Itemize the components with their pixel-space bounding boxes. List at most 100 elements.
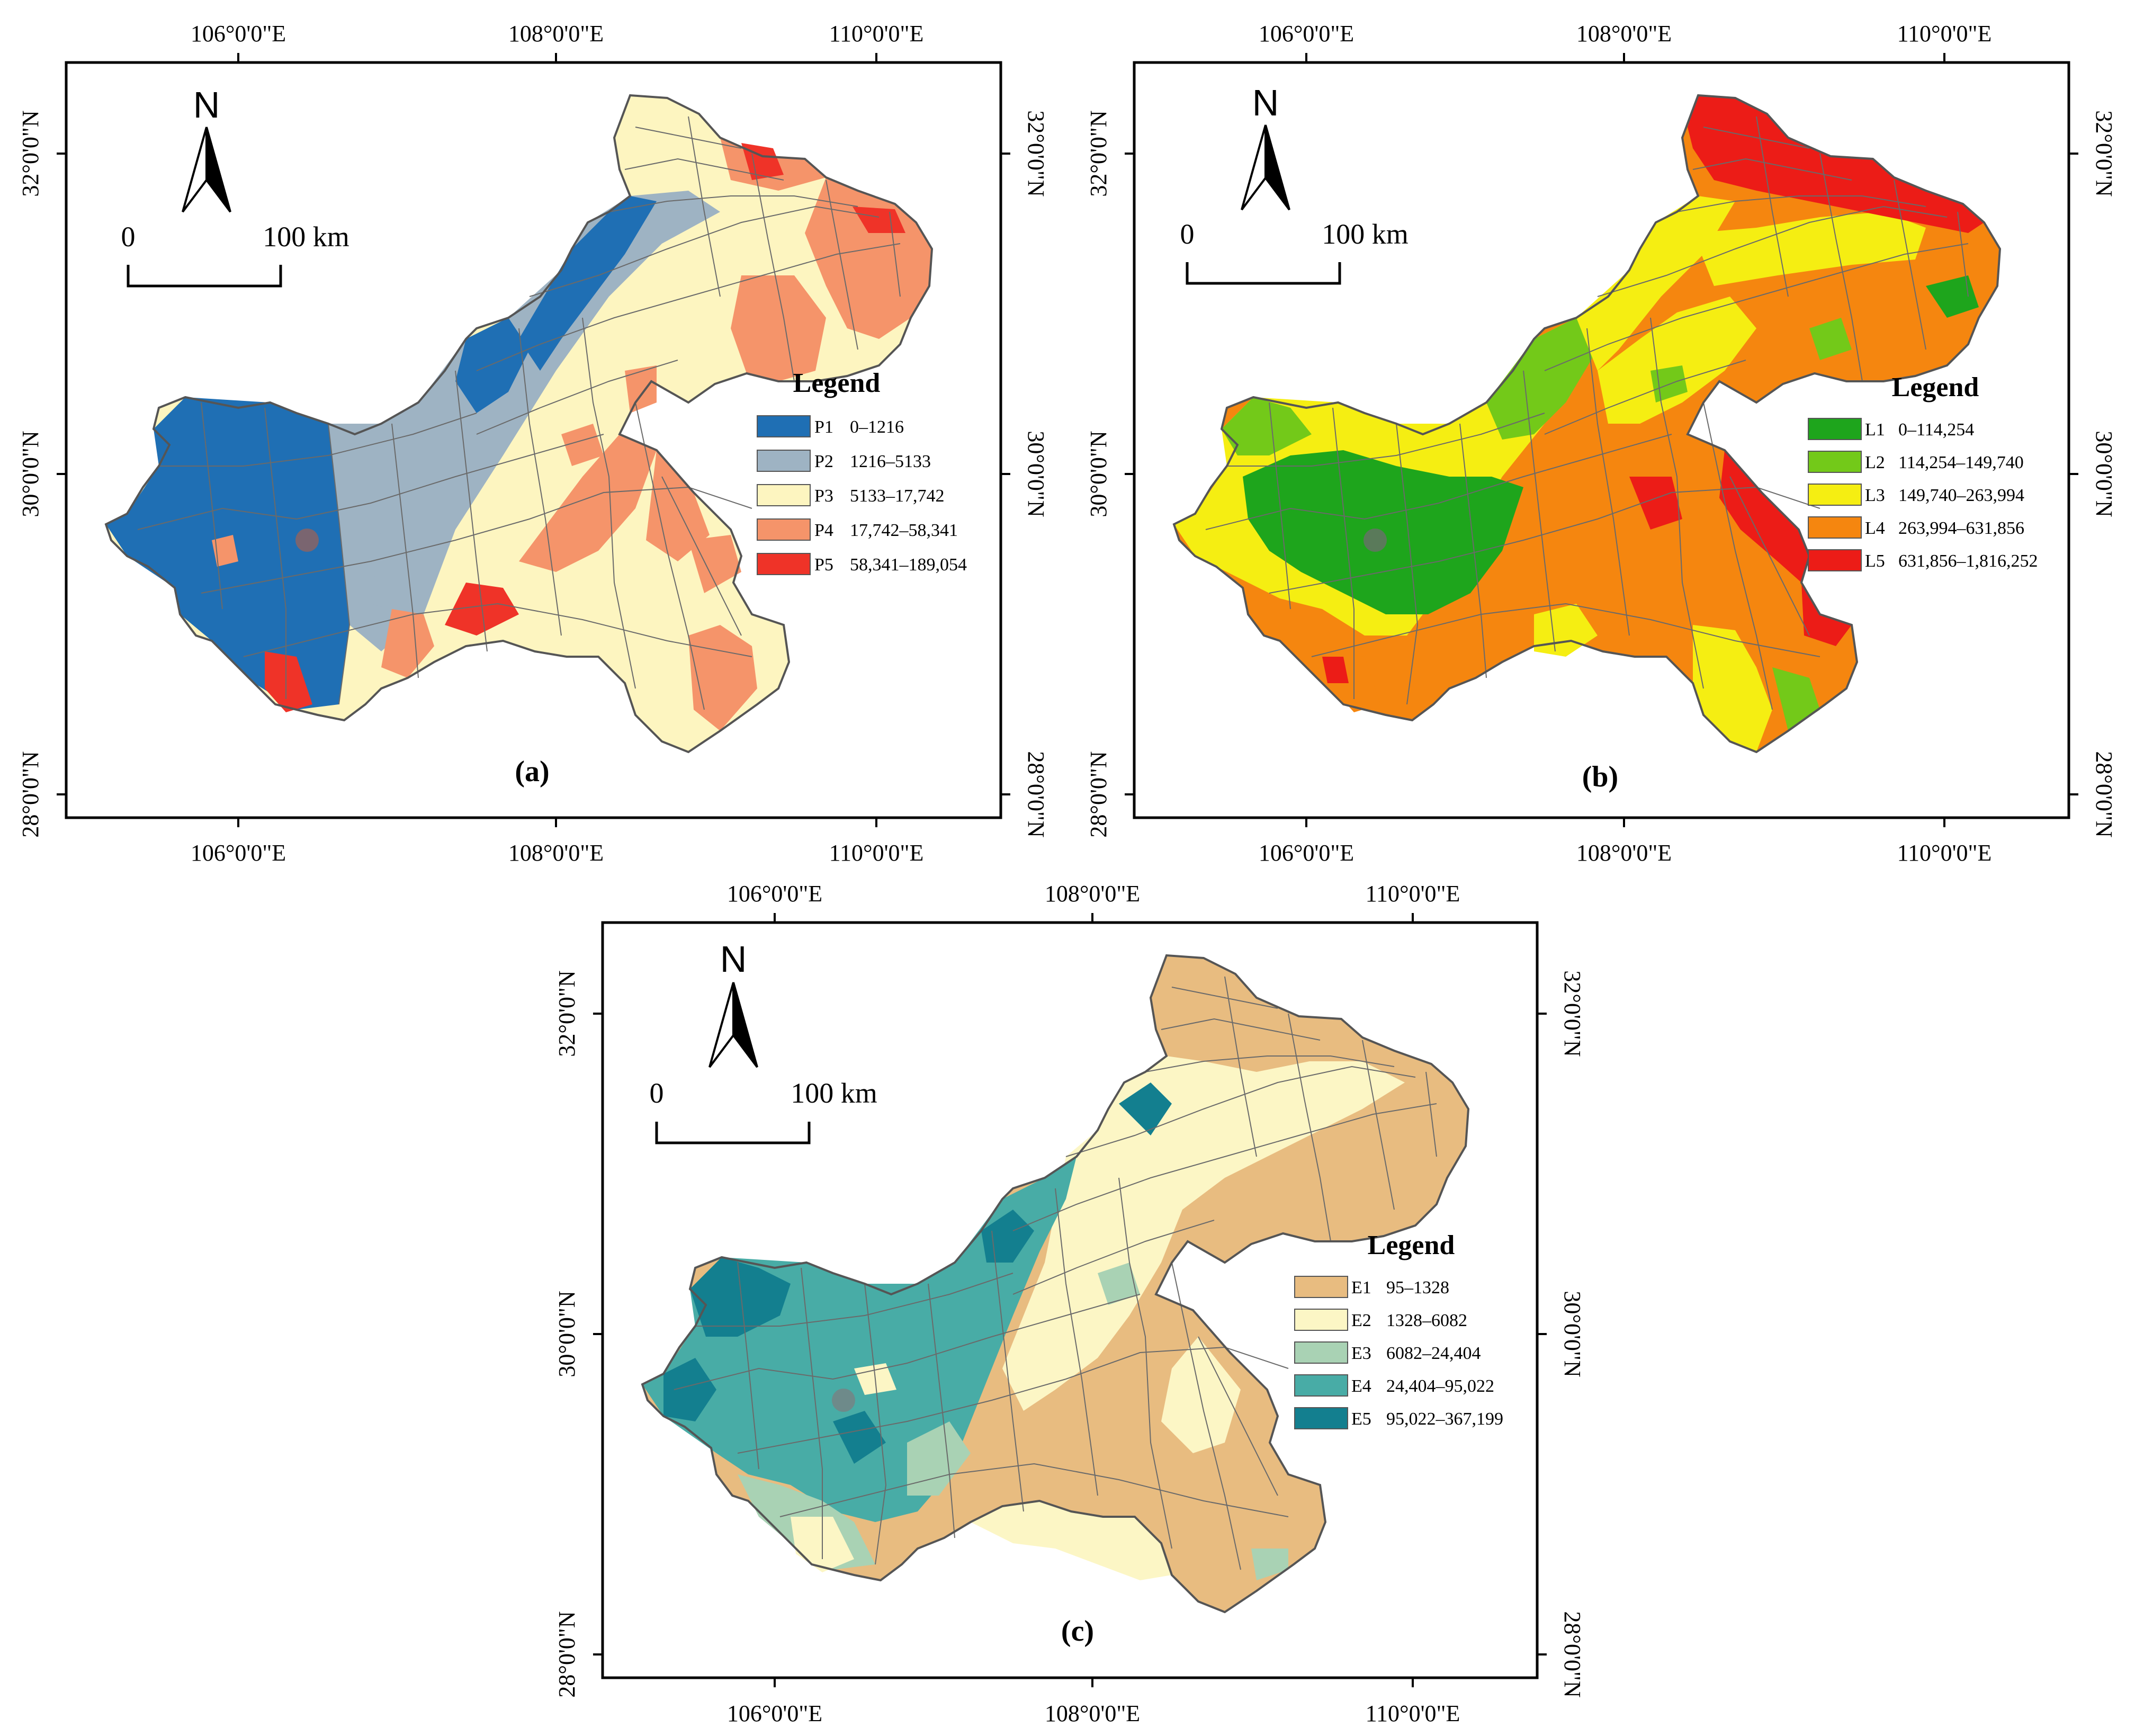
panel-c-bottom-lon-label: 110°0'0"E [1366, 1701, 1460, 1726]
panel-a-bottom-lon-label: 110°0'0"E [829, 840, 924, 866]
panel-b-left-lat-label: 30°0'0"N [1086, 431, 1111, 517]
panel-b-scale-start: 0 [1180, 218, 1195, 250]
panel-a-right-lat-label: 32°0'0"N [1023, 110, 1049, 196]
panel-c-legend-item: E2 1328–6082 [1294, 1309, 1467, 1331]
panel-b-legend-item: L1 0–114,254 [1808, 418, 1974, 440]
panel-a-top-lon-label: 110°0'0"E [829, 21, 924, 47]
legend-code: L4 [1865, 518, 1885, 538]
legend-range: 631,856–1,816,252 [1898, 551, 2038, 571]
panel-c-north-label: N [720, 938, 747, 980]
panel-a-legend: Legend P1 0–1216 P2 1216–5133 P3 5133–17… [757, 368, 967, 575]
legend-range: 5133–17,742 [850, 486, 945, 506]
panel-c-bottom-lon-label: 108°0'0"E [1045, 1701, 1140, 1726]
legend-range: 1328–6082 [1386, 1311, 1467, 1330]
panel-b-legend-item: L4 263,994–631,856 [1808, 516, 2024, 539]
panel-b-legend-item: L5 631,856–1,816,252 [1808, 549, 2038, 571]
panel-b-right-lat-label: 32°0'0"N [2091, 110, 2117, 196]
panel-b-bottom-lon-label: 110°0'0"E [1897, 840, 1992, 866]
legend-range: 114,254–149,740 [1898, 453, 2024, 472]
legend-code: L2 [1865, 453, 1885, 472]
legend-range: 95,022–367,199 [1386, 1409, 1503, 1429]
legend-code: P5 [814, 555, 833, 575]
panel-b-left-lat-label: 32°0'0"N [1086, 110, 1111, 196]
legend-code: L1 [1865, 420, 1885, 440]
panel-c-top-lon-label: 106°0'0"E [727, 881, 822, 907]
legend-range: 0–1216 [850, 417, 904, 437]
legend-code: E3 [1351, 1344, 1371, 1363]
legend-code: P2 [814, 452, 833, 471]
panel-a-right-lat-label: 30°0'0"N [1023, 431, 1049, 517]
legend-code: E5 [1351, 1409, 1371, 1429]
panel-a-legend-item: P3 5133–17,742 [757, 484, 945, 506]
panel-a-scale-end: 100 km [263, 221, 349, 253]
panel-b-bottom-lon-label: 106°0'0"E [1259, 840, 1354, 866]
panel-a-legend-item: P2 1216–5133 [757, 450, 931, 472]
panel-c-legend: Legend E1 95–1328 E2 1328–6082 E3 6082–2… [1294, 1230, 1503, 1429]
legend-code: E1 [1351, 1278, 1371, 1297]
legend-range: 1216–5133 [850, 452, 931, 471]
panel-a-north-arrow-icon: N [182, 84, 231, 213]
panel-b-top-lon-label: 108°0'0"E [1576, 21, 1672, 47]
panel-a-top-lon-label: 106°0'0"E [191, 21, 286, 47]
panel-a-legend-title: Legend [793, 368, 881, 398]
panel-a-choropleth [105, 94, 933, 753]
panel-b-top-lon-label: 106°0'0"E [1259, 21, 1354, 47]
panel-a-left-lat-label: 28°0'0"N [17, 751, 43, 837]
panel-c-choropleth [641, 954, 1469, 1613]
panel-b-bottom-lon-label: 108°0'0"E [1576, 840, 1672, 866]
legend-range: 0–114,254 [1898, 420, 1974, 440]
panel-c-scale-end: 100 km [791, 1077, 877, 1109]
legend-code: P4 [814, 521, 833, 540]
panel-c-scale-start: 0 [650, 1077, 664, 1109]
panel-c-legend-item: E3 6082–24,404 [1294, 1341, 1481, 1364]
panel-c-right-lat-label: 30°0'0"N [1559, 1291, 1585, 1377]
panel-c-legend-title: Legend [1368, 1230, 1455, 1260]
legend-range: 58,341–189,054 [850, 555, 967, 575]
panel-c-left-lat-label: 28°0'0"N [554, 1611, 580, 1697]
panel-b-choropleth [1173, 94, 2001, 753]
panel-b-legend-item: L3 149,740–263,994 [1808, 484, 2024, 506]
panel-b-frame [1133, 61, 2070, 819]
panel-c-right-lat-label: 32°0'0"N [1559, 970, 1585, 1057]
legend-range: 95–1328 [1386, 1278, 1449, 1297]
panel-c-legend-item: E4 24,404–95,022 [1294, 1374, 1494, 1397]
panel-b-scale-end: 100 km [1322, 218, 1409, 250]
panel-c-legend-item: E1 95–1328 [1294, 1276, 1449, 1298]
panel-c-frame [601, 921, 1539, 1679]
panel-b-legend-item: L2 114,254–149,740 [1808, 451, 2024, 473]
panel-b-north-label: N [1252, 82, 1279, 123]
panel-b-left-lat-label: 28°0'0"N [1086, 751, 1111, 837]
panel-b-legend-title: Legend [1892, 372, 1979, 402]
panel-b-label: (b) [1582, 760, 1618, 793]
panel-a-right-lat-label: 28°0'0"N [1023, 751, 1049, 837]
legend-range: 149,740–263,994 [1898, 486, 2024, 505]
legend-code: L3 [1865, 486, 1885, 505]
panel-a-frame [65, 61, 1002, 819]
panel-a-top-lon-label: 108°0'0"E [508, 21, 604, 47]
panel-a-legend-item: P1 0–1216 [757, 415, 904, 437]
panel-a-bottom-lon-label: 108°0'0"E [508, 840, 604, 866]
legend-code: E4 [1351, 1376, 1371, 1396]
panel-b-top-lon-label: 110°0'0"E [1897, 21, 1992, 47]
panel-a-bottom-lon-label: 106°0'0"E [191, 840, 286, 866]
panel-c-legend-item: E5 95,022–367,199 [1294, 1407, 1503, 1429]
legend-code: L5 [1865, 551, 1885, 571]
panel-b: 106°0'0"E 108°0'0"E 110°0'0"E 106°0'0"E … [1086, 21, 2117, 866]
legend-range: 6082–24,404 [1386, 1344, 1481, 1363]
panel-b-right-lat-label: 30°0'0"N [2091, 431, 2117, 517]
panel-a-legend-item: P4 17,742–58,341 [757, 518, 958, 541]
panel-c-scale-bar: 0 100 km [650, 1077, 877, 1144]
panel-b-scale-bar: 0 100 km [1180, 218, 1409, 285]
legend-code: P1 [814, 417, 833, 437]
panel-c-bottom-lon-label: 106°0'0"E [727, 1701, 822, 1726]
legend-range: 17,742–58,341 [850, 521, 958, 540]
panel-c-north-arrow-icon: N [708, 938, 758, 1068]
panel-c-left-lat-label: 30°0'0"N [554, 1291, 580, 1377]
panel-c-label: (c) [1061, 1615, 1094, 1648]
panel-b-right-lat-label: 28°0'0"N [2091, 751, 2117, 837]
panel-a-label: (a) [515, 755, 549, 788]
panel-a-scale-start: 0 [121, 221, 136, 253]
panel-c-right-lat-label: 28°0'0"N [1559, 1611, 1585, 1697]
panel-a-left-lat-label: 32°0'0"N [17, 110, 43, 196]
